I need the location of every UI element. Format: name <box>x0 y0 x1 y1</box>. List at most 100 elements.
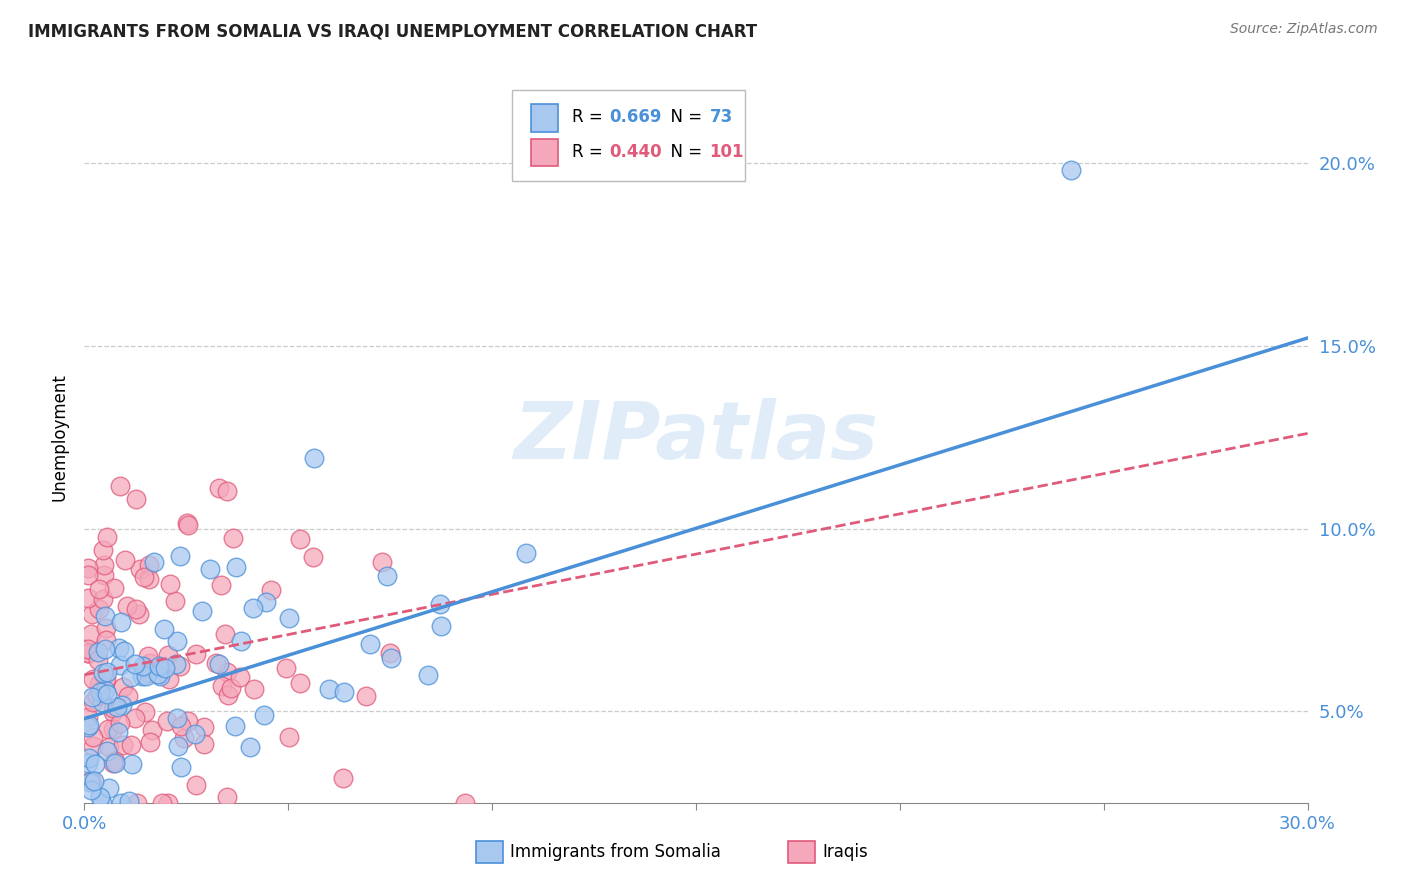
Point <box>380 651 402 665</box>
Text: 73: 73 <box>710 109 733 127</box>
Point <box>124 711 146 725</box>
Point <box>77 751 100 765</box>
Point <box>82 690 104 705</box>
Point <box>86 689 108 703</box>
Point <box>103 756 125 770</box>
Point <box>143 555 166 569</box>
Point <box>157 672 180 686</box>
Point <box>121 757 143 772</box>
Point <box>120 670 142 684</box>
Point <box>101 705 124 719</box>
Point <box>77 646 100 660</box>
Point <box>104 756 127 770</box>
Text: R =: R = <box>572 143 609 161</box>
Point <box>114 553 136 567</box>
Point <box>156 714 179 729</box>
Point <box>186 647 208 661</box>
Point <box>96 744 118 758</box>
Point <box>97 780 120 795</box>
FancyBboxPatch shape <box>475 841 503 863</box>
Point <box>82 607 104 621</box>
FancyBboxPatch shape <box>531 104 558 132</box>
Point <box>107 724 129 739</box>
Point <box>110 615 132 629</box>
Text: 0.440: 0.440 <box>609 143 662 161</box>
Point <box>127 796 149 810</box>
Point <box>219 681 242 695</box>
Point <box>165 594 187 608</box>
Point <box>318 682 340 697</box>
Point <box>332 771 354 785</box>
Point <box>93 558 115 573</box>
Point <box>129 562 152 576</box>
Point <box>111 738 134 752</box>
Point <box>87 677 110 691</box>
Point <box>277 730 299 744</box>
Point <box>80 626 103 640</box>
Point <box>136 649 159 664</box>
Point <box>101 701 124 715</box>
Point <box>221 531 243 545</box>
Point <box>111 698 134 713</box>
Point <box>91 592 114 607</box>
Point <box>173 731 195 746</box>
Point <box>77 646 100 660</box>
Point <box>91 543 114 558</box>
Point <box>301 549 323 564</box>
Point <box>211 679 233 693</box>
Text: 0.669: 0.669 <box>609 109 662 127</box>
Point <box>98 739 121 754</box>
Point <box>231 634 253 648</box>
Point <box>430 619 453 633</box>
Point <box>184 727 207 741</box>
Text: ZIPatlas: ZIPatlas <box>513 398 879 476</box>
Point <box>193 737 215 751</box>
Point <box>359 637 381 651</box>
FancyBboxPatch shape <box>787 841 814 863</box>
Point <box>94 641 117 656</box>
Point <box>159 577 181 591</box>
Point <box>94 609 117 624</box>
Point <box>278 611 301 625</box>
Point <box>139 657 162 671</box>
Point <box>153 623 176 637</box>
Point <box>77 710 100 724</box>
Point <box>96 530 118 544</box>
Point <box>166 711 188 725</box>
Text: N =: N = <box>661 109 707 127</box>
Point <box>77 756 100 771</box>
Point <box>118 794 141 808</box>
Point <box>169 659 191 673</box>
Point <box>177 517 200 532</box>
FancyBboxPatch shape <box>513 90 745 181</box>
Point <box>156 796 179 810</box>
Point <box>515 546 537 560</box>
Point <box>131 669 153 683</box>
Point <box>108 716 131 731</box>
Y-axis label: Unemployment: Unemployment <box>51 373 69 501</box>
Text: Source: ZipAtlas.com: Source: ZipAtlas.com <box>1230 22 1378 37</box>
Point <box>139 735 162 749</box>
Point <box>117 689 139 703</box>
Point <box>198 561 221 575</box>
Point <box>193 720 215 734</box>
Point <box>90 796 112 810</box>
Text: R =: R = <box>572 109 609 127</box>
Text: 101: 101 <box>710 143 744 161</box>
Point <box>217 688 239 702</box>
Point <box>207 657 229 672</box>
Point <box>208 481 231 495</box>
Point <box>108 640 131 655</box>
Text: N =: N = <box>661 143 707 161</box>
Point <box>148 658 170 673</box>
Point <box>108 478 131 492</box>
Point <box>209 578 232 592</box>
Point <box>87 653 110 667</box>
Point <box>157 648 180 662</box>
Point <box>105 699 128 714</box>
Point <box>177 714 200 729</box>
Point <box>90 694 112 708</box>
Point <box>77 641 100 656</box>
Point <box>243 681 266 696</box>
Point <box>302 450 325 465</box>
